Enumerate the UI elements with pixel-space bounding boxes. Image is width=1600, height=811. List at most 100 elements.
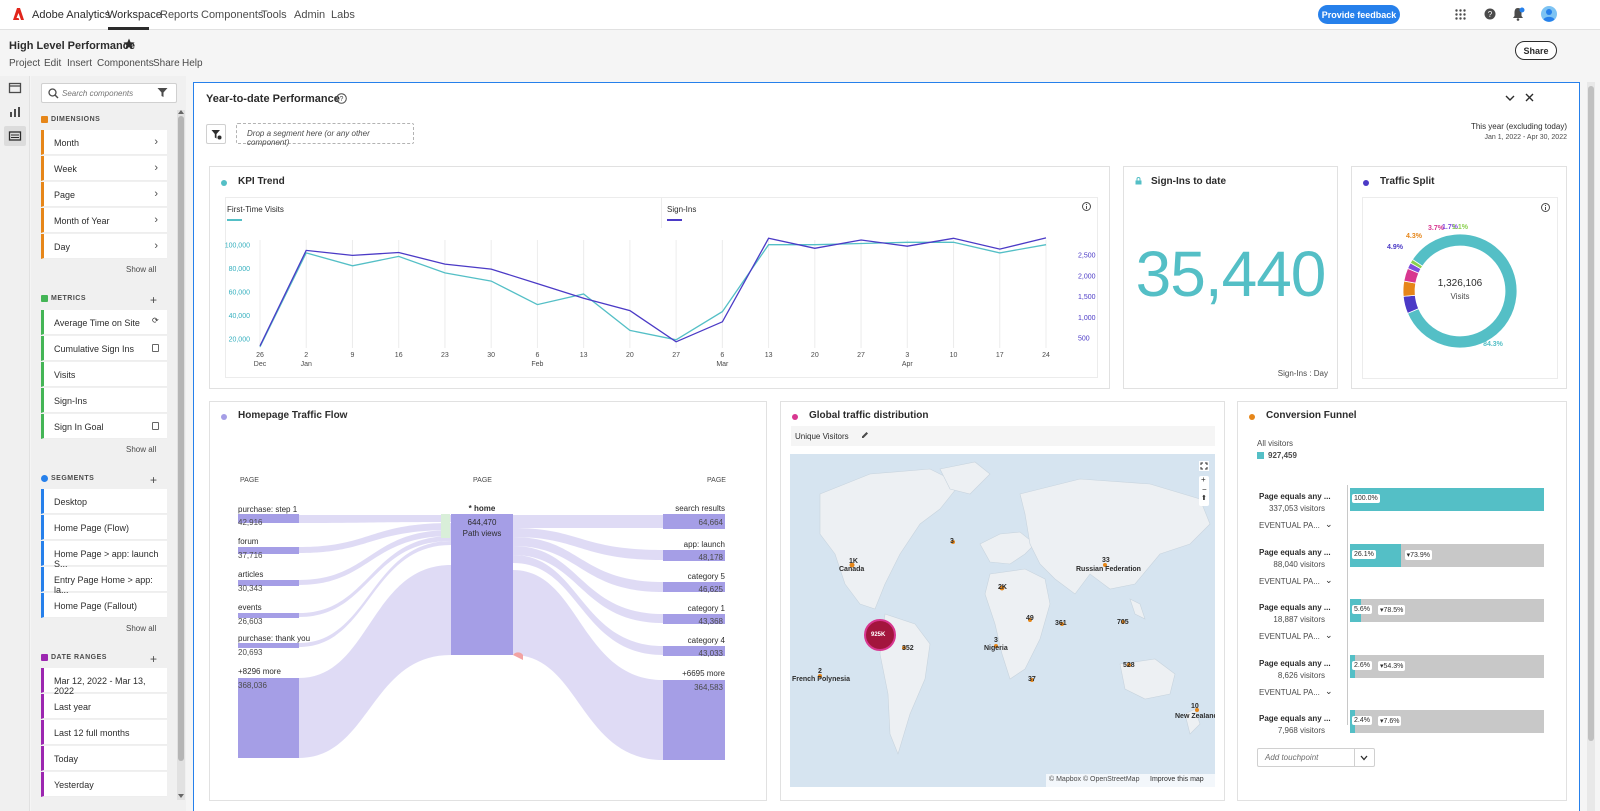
chevron-right-icon[interactable]: › <box>154 188 158 200</box>
chevron-right-icon[interactable]: › <box>154 162 158 174</box>
marker-value[interactable]: 2 <box>818 668 822 675</box>
funnel-step-name[interactable]: Page equals any ... <box>1259 492 1331 501</box>
menu-project[interactable]: Project <box>9 58 41 69</box>
component-metric[interactable]: Cumulative Sign Ins <box>41 336 167 361</box>
scroll-down-icon[interactable] <box>178 794 184 798</box>
collapse-panel-icon[interactable] <box>1505 94 1515 102</box>
app-name[interactable]: Adobe Analytics <box>32 9 111 21</box>
kpi-trend-title[interactable]: KPI Trend <box>238 176 285 187</box>
menu-edit[interactable]: Edit <box>44 58 62 69</box>
flow-left-label[interactable]: +8296 more <box>238 667 281 676</box>
components-scrollbar-thumb[interactable] <box>178 116 184 761</box>
flow-left-label[interactable]: forum <box>238 537 259 546</box>
flow-right-label[interactable]: category 4 <box>687 636 725 645</box>
world-map[interactable] <box>790 454 1215 787</box>
flow-left-label[interactable]: purchase: step 1 <box>238 505 298 514</box>
flow-right-label[interactable]: app: launch <box>683 540 725 549</box>
date-range-value[interactable]: Jan 1, 2022 - Apr 30, 2022 <box>1484 134 1567 141</box>
notifications-bell-icon[interactable] <box>1512 7 1525 21</box>
component-metric[interactable]: Sign-Ins <box>41 388 167 413</box>
funnel-step-name[interactable]: Page equals any ... <box>1259 603 1331 612</box>
visualizations-icon[interactable] <box>8 105 22 119</box>
scroll-up-icon[interactable] <box>178 110 184 114</box>
search-input[interactable] <box>62 86 152 100</box>
funnel-bar[interactable]: 2.6% ▾54.3% <box>1350 654 1544 678</box>
nav-labs[interactable]: Labs <box>331 9 355 21</box>
compass-icon[interactable]: ⬆ <box>1201 495 1207 502</box>
user-avatar-icon[interactable] <box>1541 6 1557 22</box>
flow-left-label[interactable]: articles <box>238 570 264 579</box>
marker-value[interactable]: 925K <box>871 632 886 638</box>
donut-info-icon[interactable] <box>1541 203 1550 212</box>
component-daterange[interactable]: Yesterday <box>41 772 167 797</box>
marker-value[interactable]: 10 <box>1191 703 1199 710</box>
menu-share[interactable]: Share <box>153 58 180 69</box>
funnel-step-name[interactable]: Page equals any ... <box>1259 658 1331 668</box>
funnel-step-name[interactable]: Page equals any ... <box>1259 547 1331 557</box>
chevron-right-icon[interactable]: › <box>154 240 158 252</box>
component-daterange[interactable]: Mar 12, 2022 - Mar 13, 2022 <box>41 668 167 696</box>
component-daterange[interactable]: Last 12 full months <box>41 720 167 745</box>
nav-reports[interactable]: Reports <box>160 9 199 21</box>
marker-value[interactable]: 2K <box>998 584 1007 591</box>
component-metric[interactable]: Visits <box>41 362 167 387</box>
fullscreen-icon[interactable] <box>1199 461 1209 471</box>
funnel-step-type[interactable]: EVENTUAL PA... <box>1259 521 1320 530</box>
flow-right-label[interactable]: search results <box>675 504 725 513</box>
flow-title[interactable]: Homepage Traffic Flow <box>238 410 348 421</box>
map-title[interactable]: Global traffic distribution <box>809 410 929 421</box>
share-button[interactable]: Share <box>1515 41 1557 60</box>
canvas-scrollbar[interactable] <box>1587 82 1595 811</box>
flow-right-label[interactable]: category 5 <box>687 572 725 581</box>
components-icon[interactable] <box>8 129 22 143</box>
component-dimension[interactable]: Month › <box>41 130 167 155</box>
metrics-show-all[interactable]: Show all <box>126 445 157 454</box>
chevron-down-icon[interactable]: ⌄ <box>1325 519 1333 529</box>
close-panel-icon[interactable] <box>1525 93 1534 102</box>
funnel-bar[interactable]: 5.6% ▾78.5% <box>1350 599 1544 622</box>
nav-workspace[interactable]: Workspace <box>107 9 162 21</box>
marker-value[interactable]: 49 <box>1026 615 1034 622</box>
component-search[interactable] <box>41 83 177 103</box>
funnel-bar[interactable]: 2.4% ▾7.6% <box>1350 710 1544 733</box>
provide-feedback-button[interactable]: Provide feedback <box>1318 5 1400 24</box>
chevron-down-icon[interactable]: ⌄ <box>1325 630 1333 640</box>
legend-sign-ins[interactable]: Sign-Ins <box>667 205 697 214</box>
component-dimension[interactable]: Month of Year › <box>41 208 167 233</box>
add-daterange-icon[interactable]: + <box>150 652 158 666</box>
marker-value[interactable]: 3 <box>994 637 998 644</box>
nav-tools[interactable]: Tools <box>261 9 287 21</box>
component-segment[interactable]: Entry Page Home > app: la... <box>41 567 167 595</box>
panel-title[interactable]: Year-to-date Performance <box>206 93 340 105</box>
nav-admin[interactable]: Admin <box>294 9 326 21</box>
flow-center-label[interactable]: * home <box>468 504 496 513</box>
menu-insert[interactable]: Insert <box>67 58 93 69</box>
funnel-step-type[interactable]: EVENTUAL PA... <box>1259 687 1320 697</box>
date-range-label[interactable]: This year (excluding today) <box>1470 122 1567 131</box>
segments-show-all[interactable]: Show all <box>126 624 157 633</box>
add-metric-icon[interactable]: + <box>150 293 158 307</box>
improve-map-link[interactable]: Improve this map <box>1150 776 1204 783</box>
component-dimension[interactable]: Week › <box>41 156 167 181</box>
funnel-bar[interactable]: 100.0% <box>1350 488 1544 511</box>
segment-filter-button[interactable] <box>206 124 226 144</box>
marker-value[interactable]: 528 <box>1123 662 1135 669</box>
marker-value[interactable]: 705 <box>1117 619 1129 626</box>
panel-info-icon[interactable]: ? <box>336 93 347 104</box>
menu-components[interactable]: Components <box>97 58 154 69</box>
marker-value[interactable]: 361 <box>1055 620 1067 627</box>
funnel-title[interactable]: Conversion Funnel <box>1266 410 1357 421</box>
traffic-split-title[interactable]: Traffic Split <box>1380 176 1435 187</box>
component-daterange[interactable]: Last year <box>41 694 167 719</box>
project-title[interactable]: High Level Performance <box>9 40 135 52</box>
filter-icon[interactable] <box>157 87 168 98</box>
panels-icon[interactable] <box>8 81 22 95</box>
legend-first-time-visits[interactable]: First-Time Visits <box>227 205 284 214</box>
adobe-logo-icon[interactable] <box>13 8 24 20</box>
component-segment[interactable]: Home Page (Flow) <box>41 515 167 540</box>
zoom-in-icon[interactable]: + <box>1201 475 1206 484</box>
flow-left-label[interactable]: events <box>238 603 262 612</box>
chevron-right-icon[interactable]: › <box>154 214 158 226</box>
marker-value[interactable]: 352 <box>902 645 914 652</box>
flow-right-label[interactable]: category 1 <box>687 604 725 613</box>
